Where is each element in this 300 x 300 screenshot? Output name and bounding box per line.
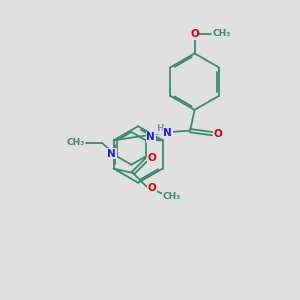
- Text: CH₃: CH₃: [163, 192, 181, 201]
- Text: CH₃: CH₃: [67, 138, 85, 147]
- Text: N: N: [146, 132, 155, 142]
- Text: CH₃: CH₃: [212, 29, 230, 38]
- Text: N: N: [164, 128, 172, 138]
- Text: O: O: [190, 29, 199, 39]
- Text: H: H: [157, 124, 164, 133]
- Text: N: N: [107, 148, 116, 159]
- Text: O: O: [147, 183, 156, 193]
- Text: O: O: [147, 153, 156, 163]
- Text: O: O: [214, 129, 223, 139]
